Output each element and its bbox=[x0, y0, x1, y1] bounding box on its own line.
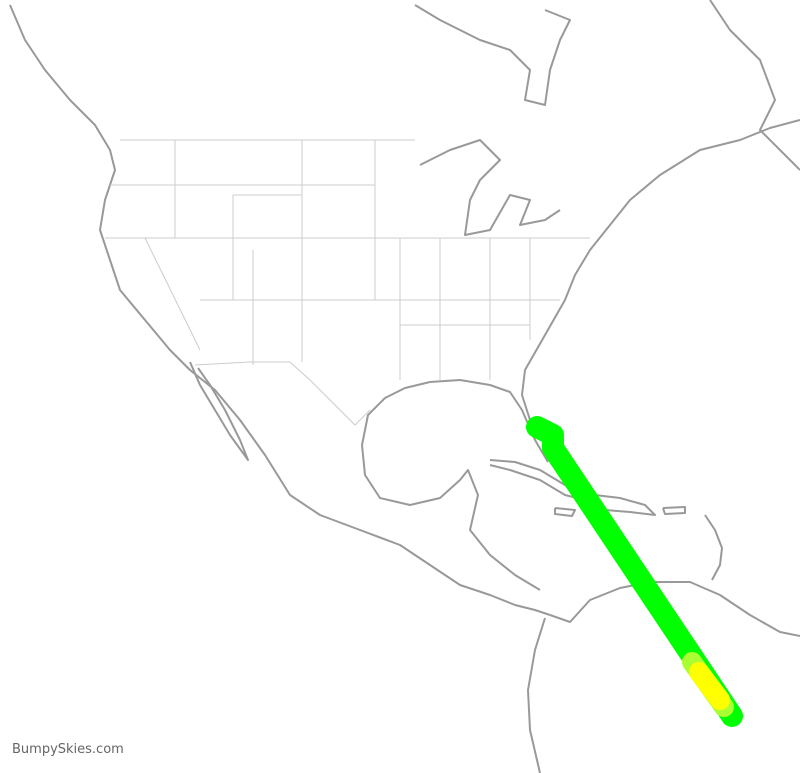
south-america-coast bbox=[549, 581, 800, 637]
watermark: BumpySkies.com bbox=[12, 742, 124, 757]
coastlines bbox=[9, 0, 800, 773]
east-coast bbox=[521, 119, 800, 466]
hudson-east bbox=[709, 0, 800, 171]
canada-north bbox=[414, 4, 571, 106]
us-state-borders bbox=[105, 139, 590, 426]
puerto-rico bbox=[662, 506, 686, 515]
great-lakes bbox=[419, 139, 561, 236]
gulf-coast bbox=[361, 379, 549, 591]
lesser-antilles bbox=[704, 514, 723, 581]
flight-route bbox=[526, 416, 743, 727]
route-segment-moderate bbox=[689, 662, 730, 710]
north-america-west-coast bbox=[9, 4, 551, 616]
hispaniola bbox=[594, 494, 656, 516]
route-segment-smooth bbox=[526, 416, 743, 727]
south-america-west-coast bbox=[527, 617, 546, 773]
jamaica bbox=[554, 507, 576, 517]
baja-peninsula bbox=[189, 361, 249, 461]
